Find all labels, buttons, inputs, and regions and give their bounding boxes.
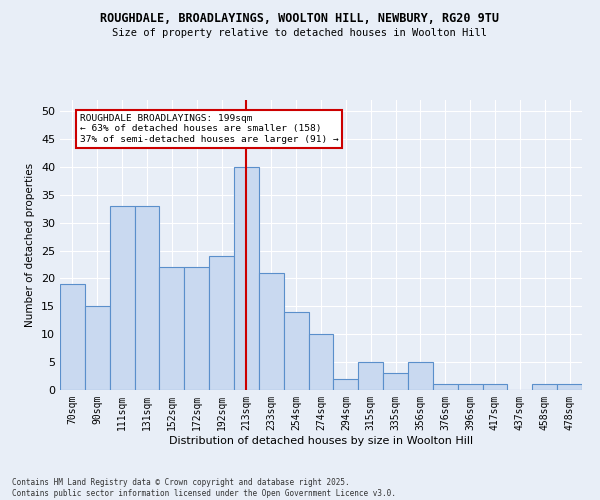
Bar (184, 268, 209, 390)
Bar (60, 284, 85, 390)
Bar (234, 167, 259, 390)
Bar (532, 384, 557, 390)
Bar (334, 379, 358, 390)
Bar (284, 312, 308, 390)
Bar (85, 306, 110, 390)
Text: ROUGHDALE BROADLAYINGS: 199sqm
← 63% of detached houses are smaller (158)
37% of: ROUGHDALE BROADLAYINGS: 199sqm ← 63% of … (80, 114, 338, 144)
Bar (557, 384, 582, 390)
Bar (433, 384, 458, 390)
Y-axis label: Number of detached properties: Number of detached properties (25, 163, 35, 327)
X-axis label: Distribution of detached houses by size in Woolton Hill: Distribution of detached houses by size … (169, 436, 473, 446)
Bar (383, 374, 408, 390)
Bar (482, 384, 508, 390)
Bar (408, 362, 433, 390)
Bar (458, 384, 482, 390)
Bar (160, 268, 184, 390)
Bar (308, 334, 334, 390)
Text: Size of property relative to detached houses in Woolton Hill: Size of property relative to detached ho… (113, 28, 487, 38)
Bar (209, 256, 234, 390)
Bar (259, 273, 284, 390)
Bar (358, 362, 383, 390)
Bar (134, 206, 160, 390)
Bar (110, 206, 134, 390)
Text: Contains HM Land Registry data © Crown copyright and database right 2025.
Contai: Contains HM Land Registry data © Crown c… (12, 478, 396, 498)
Text: ROUGHDALE, BROADLAYINGS, WOOLTON HILL, NEWBURY, RG20 9TU: ROUGHDALE, BROADLAYINGS, WOOLTON HILL, N… (101, 12, 499, 26)
